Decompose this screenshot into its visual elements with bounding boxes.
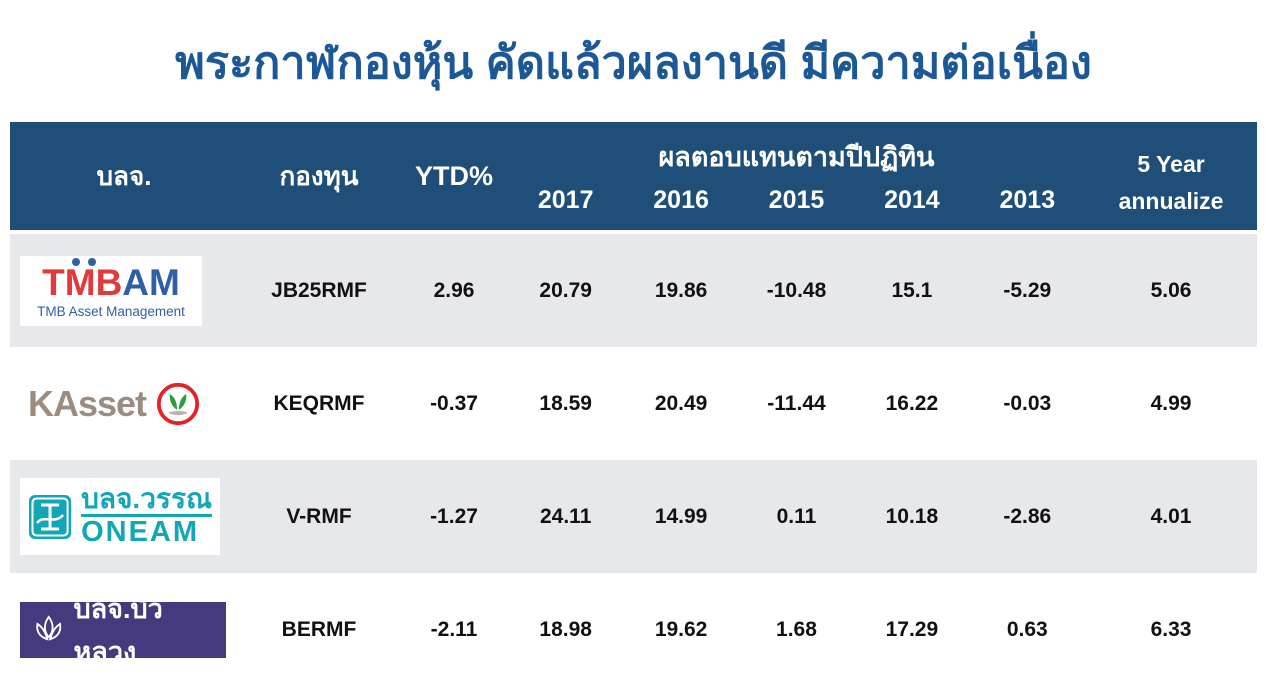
col-header-year-2015: 2015 xyxy=(768,186,825,214)
tmbam-red-letters: TMB xyxy=(42,261,123,303)
return-2015: 1.68 xyxy=(776,618,817,641)
ytd-value: -2.11 xyxy=(430,618,478,641)
return-2017: 24.11 xyxy=(539,504,592,528)
tmbam-wordmark: TMBAM xyxy=(42,257,180,303)
return-2013: -0.03 xyxy=(1003,391,1052,415)
return-2014: 17.29 xyxy=(885,618,939,641)
col-header-fund: กองทุน xyxy=(279,160,359,191)
return-2015: -10.48 xyxy=(766,278,827,302)
fund-name: V-RMF xyxy=(286,504,352,528)
table-row-kasset: KAsset KEQRMF -0.37 18.59 20.49 -11.44 1… xyxy=(10,347,1257,460)
lotus-icon xyxy=(36,615,62,641)
return-2016: 19.86 xyxy=(654,278,708,302)
return-2014: 16.22 xyxy=(885,391,939,415)
return-2015: -11.44 xyxy=(767,391,826,415)
bualuang-thai-name: บลจ.บัวหลวง xyxy=(73,594,163,667)
table-row-oneam: บลจ.วรรณ ONEAM V-RMF -1.27 24.11 14.99 0… xyxy=(10,460,1257,573)
oneam-text-block: บลจ.วรรณ ONEAM xyxy=(81,483,212,549)
tmbam-dot-icon xyxy=(88,257,97,266)
return-2017: 18.98 xyxy=(539,618,592,641)
table-row-bualuang: บลจ.บัวหลวง BERMF -2.11 18.98 19.62 1.68… xyxy=(10,573,1257,687)
table-header: บลจ. กองทุน YTD% ผลตอบแทนตามปีปฏิทิน 201… xyxy=(10,122,1257,234)
company-logo-cell: บลจ.วรรณ ONEAM xyxy=(10,460,238,573)
kasset-sprout-icon xyxy=(156,382,200,425)
col-header-year-2013: 2013 xyxy=(999,186,1056,214)
page-title: พระกาฬกองหุ้น คัดแล้วผลงานดี มีความต่อเน… xyxy=(175,37,1092,88)
col-header-year-2017: 2017 xyxy=(537,186,594,214)
tmbam-blue-letters: AM xyxy=(122,261,180,303)
oneam-emblem-icon xyxy=(29,494,72,539)
ytd-value: 2.96 xyxy=(433,278,475,302)
return-2015: 0.11 xyxy=(776,504,817,528)
fund-name: JB25RMF xyxy=(271,278,367,302)
tmbam-logo: TMBAM TMB Asset Management xyxy=(20,255,202,326)
tmbam-subtitle: TMB Asset Management xyxy=(37,303,185,319)
return-2014: 15.1 xyxy=(891,278,933,302)
return-2013: 0.63 xyxy=(1006,618,1048,641)
return-2013: -5.29 xyxy=(1003,278,1052,302)
fund-performance-table: บลจ. กองทุน YTD% ผลตอบแทนตามปีปฏิทิน 201… xyxy=(10,122,1257,687)
return-2014: 10.18 xyxy=(885,504,939,528)
oneam-thai-name: บลจ.วรรณ xyxy=(81,483,212,518)
return-2016: 14.99 xyxy=(654,504,708,528)
company-logo-cell: TMBAM TMB Asset Management xyxy=(10,234,238,347)
col-group-calendar-year-returns: ผลตอบแทนตามปีปฏิทิน xyxy=(658,142,935,172)
return-5year: 4.01 xyxy=(1150,504,1192,528)
col-header-year-2016: 2016 xyxy=(653,186,709,214)
oneam-latin-name: ONEAM xyxy=(81,516,200,549)
col-header-company: บลจ. xyxy=(96,160,152,191)
fund-name: BERMF xyxy=(281,618,357,641)
bualuang-logo: บลจ.บัวหลวง xyxy=(20,594,226,667)
fund-name: KEQRMF xyxy=(273,391,365,415)
return-5year: 4.99 xyxy=(1150,391,1192,415)
col-header-ytd: YTD% xyxy=(414,160,493,191)
ytd-value: -0.37 xyxy=(430,391,478,415)
col-header-5year-line1: 5 Year xyxy=(1137,151,1205,177)
table-row-tmbam: TMBAM TMB Asset Management JB25RMF 2.96 … xyxy=(10,234,1257,347)
col-header-5year-line2: annualize xyxy=(1118,188,1224,214)
return-2016: 20.49 xyxy=(654,391,708,415)
company-logo-cell: บลจ.บัวหลวง xyxy=(10,573,238,687)
tmbam-dot-icon xyxy=(72,257,81,266)
kasset-logo: KAsset xyxy=(20,381,201,427)
return-5year: 5.06 xyxy=(1150,278,1192,302)
company-logo-cell: KAsset xyxy=(10,347,238,460)
return-2016: 19.62 xyxy=(654,618,708,641)
ytd-value: -1.27 xyxy=(430,504,478,528)
col-header-year-2014: 2014 xyxy=(884,186,940,214)
return-2017: 18.59 xyxy=(539,391,592,415)
return-2013: -2.86 xyxy=(1003,504,1052,528)
oneam-logo: บลจ.วรรณ ONEAM xyxy=(20,477,220,556)
return-2017: 20.79 xyxy=(539,278,592,302)
return-5year: 6.33 xyxy=(1150,618,1192,641)
kasset-wordmark: KAsset xyxy=(28,382,147,424)
